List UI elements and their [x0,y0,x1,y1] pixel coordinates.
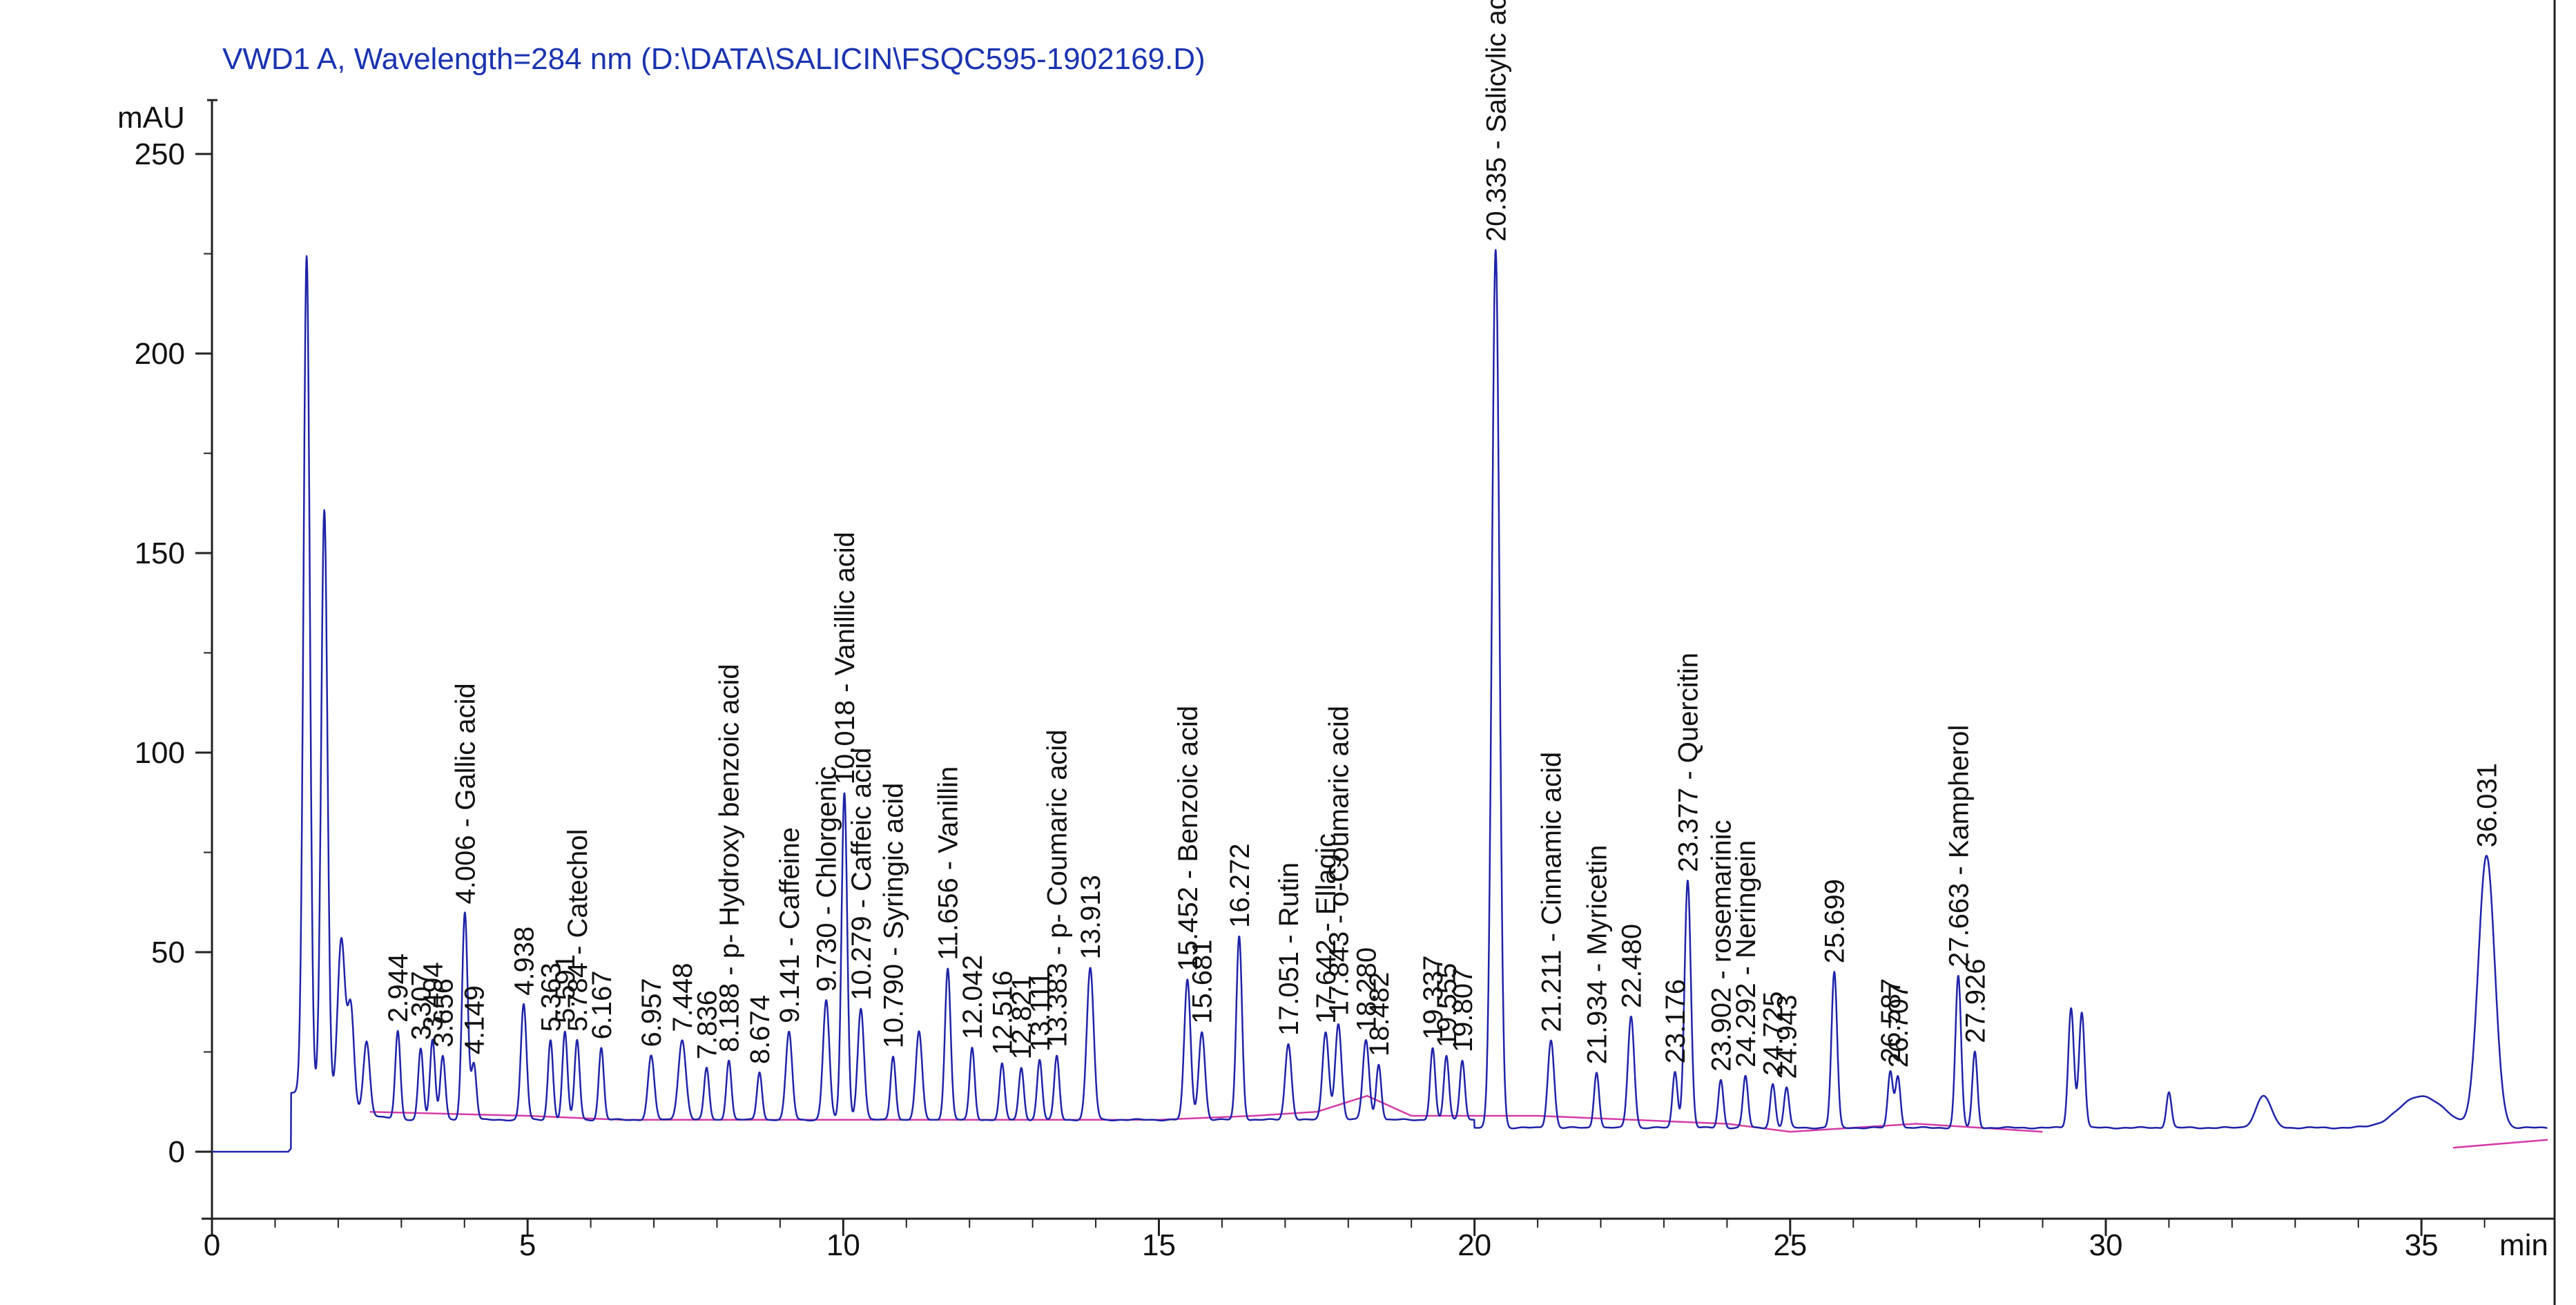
peak-label: 7.836 [692,990,722,1059]
peak-label: 24.292 - Neringein [1731,840,1761,1067]
peak-label: 7.448 [668,963,698,1032]
peak-label: 15.681 [1188,940,1218,1024]
x-tick-label: 30 [2089,1228,2122,1262]
peak-label: 27.926 [1960,959,1991,1043]
peak-label: 6.957 [637,978,667,1047]
peak-label: 5.784 - Catechol [563,829,593,1032]
peak-label: 24.725 [1759,992,1789,1076]
baseline-segment [2452,1139,2548,1149]
y-tick-label: 0 [168,1135,185,1169]
x-axis-label: min [2499,1228,2548,1262]
y-tick-label: 100 [135,736,185,770]
peak-label: 27.663 - Kampherol [1944,725,1974,967]
peak-label: 23.176 [1660,979,1691,1063]
peak-label: 17.642 - Ellagic [1311,833,1342,1024]
peak-label: 5.363 [536,963,566,1032]
x-tick-label: 5 [519,1228,536,1262]
peak-label: 25.699 [1820,879,1850,963]
y-tick-label: 250 [135,137,185,171]
peak-label: 26.707 [1883,983,1914,1067]
peak-label: 11.656 - Vanillin [933,766,964,960]
y-axis-label: mAU [117,101,185,135]
peak-label: 5.591 [550,954,581,1023]
peak-label: 24.943 [1772,994,1803,1079]
peak-label: 18.280 [1351,947,1382,1032]
peak-label: 18.482 [1364,972,1395,1056]
chart-title: VWD1 A, Wavelength=284 nm (D:\DATA\SALIC… [222,42,1205,76]
peak-label: 19.807 [1448,968,1478,1052]
peak-label: 13.111 [1025,972,1056,1052]
x-tick-label: 15 [1142,1228,1176,1262]
peak-label: 22.480 [1616,924,1647,1008]
peak-label: 16.272 [1225,843,1255,927]
peak-label: 21.934 - Myricetin [1582,845,1612,1065]
peak-label: 3.307 [406,971,436,1040]
peak-label: 26.587 [1876,978,1906,1063]
x-tick-label: 20 [1458,1228,1491,1262]
peak-label: 8.674 [745,995,775,1064]
peak-label: 23.377 - Quercitin [1673,652,1703,872]
peak-label: 19.337 [1418,956,1449,1040]
peak-label: 17.051 - Rutin [1274,862,1304,1036]
signal-trace [211,249,2548,1153]
peak-label: 21.211 - Cinnamic acid [1536,752,1567,1032]
peak-label: 4.938 [509,927,539,996]
axes-layer: 0 50 100 150 200 250 0 5 10 15 20 25 30 35 [135,0,2556,1305]
x-tick-label: 10 [826,1228,860,1262]
y-tick-label: 150 [135,536,185,570]
peak-label: 15.452 - Benzoic acid [1173,706,1203,972]
peak-label: 13.913 [1076,875,1106,959]
peak-label: 17.843 - o-Coumaric acid [1324,706,1354,1016]
peak-label: 19.555 [1432,963,1462,1047]
y-tick-label: 200 [135,337,185,371]
peak-label: 9.730 - Chlorgenic [812,766,842,992]
peak-label: 4.006 - Gallic acid [450,683,481,904]
peak-label: 6.167 [587,970,617,1039]
peak-label: 3.656 [428,978,458,1047]
peak-label: 3.494 [418,962,448,1031]
x-tick-label: 25 [1773,1228,1807,1262]
y-tick-label: 50 [151,936,185,969]
x-tick-label: 35 [2405,1228,2439,1262]
peak-label: 12.821 [1007,975,1037,1059]
peak-label: 12.042 [958,955,988,1039]
peak-label: 10.279 - Caffeic acid [846,748,877,1000]
peak-label: 13.383 - p- Coumaric acid [1043,730,1073,1047]
peak-label: 9.141 - Caffeine [775,827,805,1023]
peak-label: 10.790 - Syringic acid [879,783,909,1049]
peak-label: 23.902 - rosemarinic [1706,820,1736,1072]
peak-label: 10.018 - Vanillic acid [830,532,860,784]
peak-label: 4.149 [459,985,490,1054]
peak-label: 8.188 - p- Hydroxy benzoic acid [715,664,745,1052]
signal-line [211,249,2548,1153]
x-tick-label: 0 [204,1228,220,1262]
peak-label: 36.031 [2472,763,2502,847]
peak-label: 12.516 [987,971,1018,1055]
peak-label: 20.335 - Salicylic acid [1481,0,1511,242]
peak-label: 2.944 [383,954,414,1023]
